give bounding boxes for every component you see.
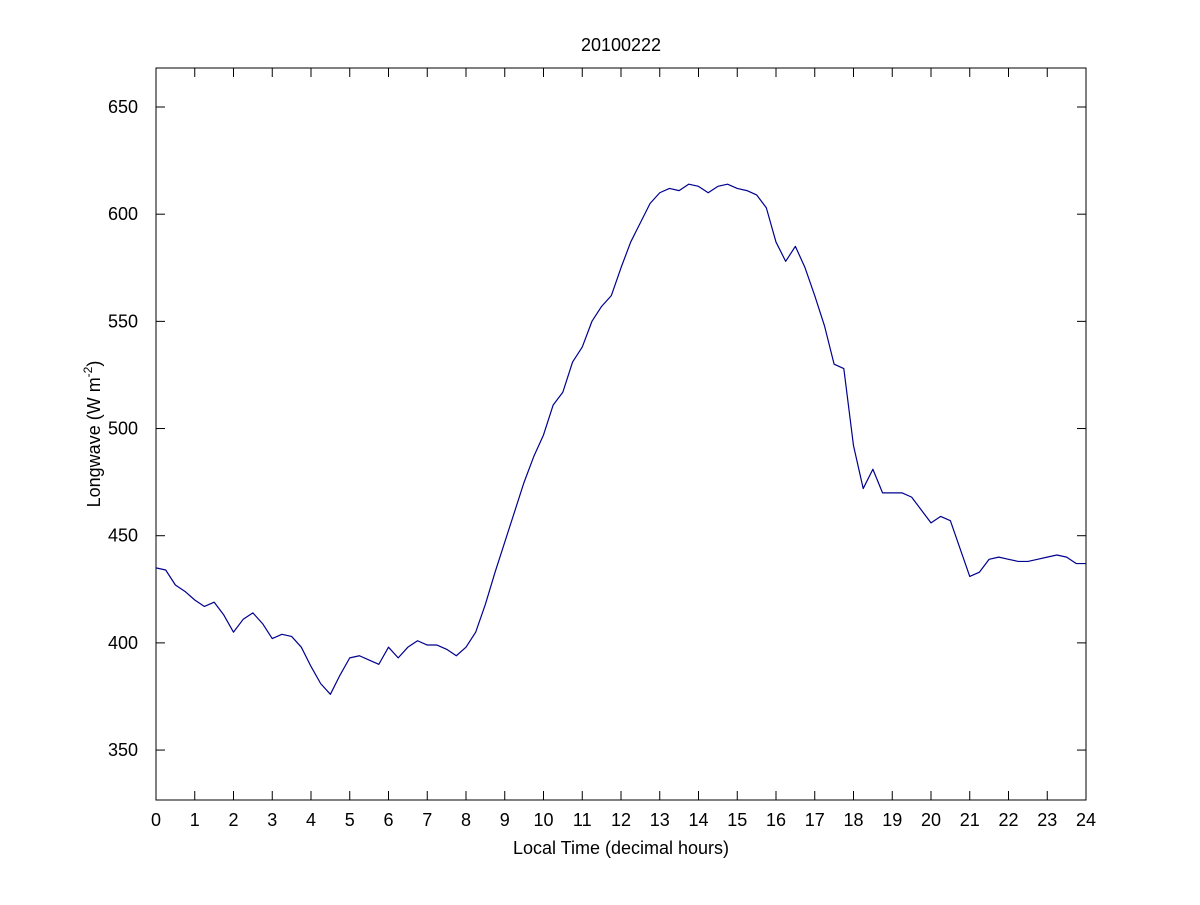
y-tick-label: 550 <box>108 311 138 331</box>
x-tick-label: 16 <box>766 810 786 830</box>
x-tick-label: 11 <box>573 810 592 830</box>
x-tick-label: 18 <box>843 810 863 830</box>
x-tick-label: 14 <box>688 810 708 830</box>
y-tick-label: 500 <box>108 419 138 439</box>
x-tick-label: 20 <box>921 810 941 830</box>
data-line <box>155 183 1086 695</box>
x-tick-label: 9 <box>500 810 510 830</box>
x-tick-label: 17 <box>805 810 825 830</box>
x-tick-label: 19 <box>882 810 902 830</box>
y-tick-label: 650 <box>108 97 138 117</box>
x-tick-label: 7 <box>422 810 432 830</box>
y-label-suffix: ) <box>84 361 104 367</box>
x-tick-label: 8 <box>461 810 471 830</box>
y-tick-label: 350 <box>108 740 138 760</box>
x-tick-label: 3 <box>267 810 277 830</box>
x-tick-label: 22 <box>998 810 1018 830</box>
x-tick-label: 21 <box>960 810 980 830</box>
x-tick-label: 15 <box>727 810 747 830</box>
plot-frame <box>155 67 1087 801</box>
x-tick-label: 1 <box>190 810 200 830</box>
x-tick-label: 6 <box>383 810 393 830</box>
y-tick-label: 400 <box>108 633 138 653</box>
y-label-superscript: -2 <box>81 366 95 377</box>
x-tick-label: 4 <box>306 810 316 830</box>
x-tick-label: 12 <box>611 810 631 830</box>
x-tick-label: 24 <box>1076 810 1096 830</box>
x-tick-label: 13 <box>650 810 670 830</box>
x-tick-label: 2 <box>228 810 238 830</box>
chart-title: 20100222 <box>581 35 661 55</box>
x-axis-label: Local Time (decimal hours) <box>513 838 729 858</box>
x-tick-label: 10 <box>533 810 553 830</box>
y-tick-label: 600 <box>108 204 138 224</box>
x-tick-label: 0 <box>151 810 161 830</box>
y-label-text: Longwave (W m <box>84 377 104 507</box>
y-axis-label: Longwave (W m-2) <box>81 361 104 508</box>
y-tick-label: 450 <box>108 526 138 546</box>
x-tick-label: 5 <box>345 810 355 830</box>
x-tick-label: 23 <box>1037 810 1057 830</box>
